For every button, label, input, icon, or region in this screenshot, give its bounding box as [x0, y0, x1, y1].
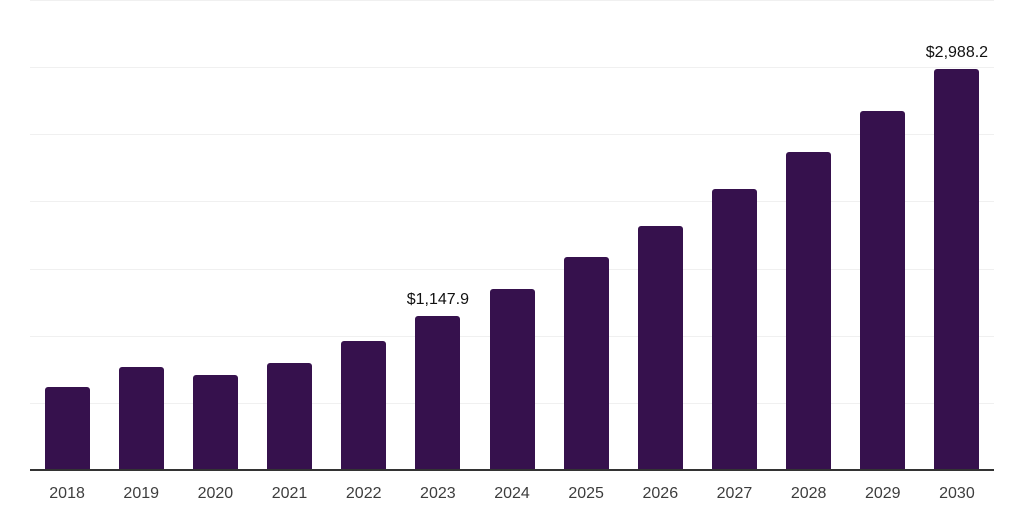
bar-2018 [44, 386, 90, 470]
x-axis-line [30, 469, 994, 471]
bar-2028 [786, 152, 832, 470]
bar-2022 [341, 341, 387, 470]
bar-2025 [563, 257, 609, 470]
x-tick-label-2023: 2023 [420, 485, 456, 502]
x-tick-label-2018: 2018 [49, 485, 85, 502]
bar-2020 [192, 374, 238, 470]
x-tick-label-2024: 2024 [494, 485, 530, 502]
value-label-2023: $1,147.9 [406, 290, 469, 308]
bar-2023 [415, 315, 461, 470]
bar-2027 [711, 189, 757, 470]
x-tick-label-2029: 2029 [864, 485, 901, 502]
gridline [30, 134, 994, 136]
x-tick-label-2022: 2022 [345, 485, 382, 502]
gridline [30, 0, 994, 1]
bar-2021 [267, 363, 313, 470]
x-tick-label-2019: 2019 [123, 485, 160, 502]
bar-2029 [860, 111, 906, 470]
bar-2030 [934, 68, 980, 470]
x-tick-label-2026: 2026 [642, 485, 679, 502]
x-tick-label-2028: 2028 [790, 485, 827, 502]
bar-2026 [637, 225, 683, 470]
x-tick-label-2030: 2030 [939, 485, 975, 502]
bar-2024 [489, 289, 535, 470]
gridline [30, 201, 994, 203]
x-tick-label-2021: 2021 [271, 485, 308, 502]
x-tick-label-2025: 2025 [568, 485, 604, 502]
value-label-2030: $2,988.2 [925, 43, 989, 61]
bar-2019 [118, 367, 164, 470]
x-tick-label-2020: 2020 [197, 485, 234, 502]
gridline [30, 268, 994, 270]
gridline [30, 67, 994, 69]
plot-area: $1,147.9 $2,988.2 [30, 0, 994, 471]
x-tick-label-2027: 2027 [716, 485, 753, 502]
